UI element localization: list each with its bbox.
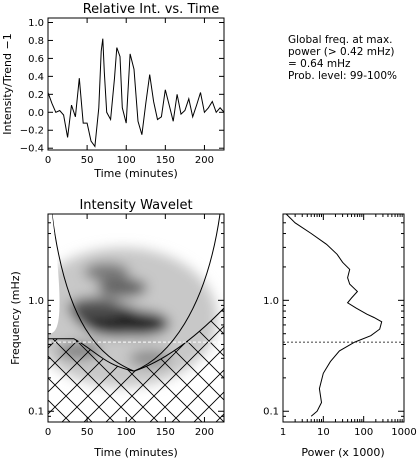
power-xtick-label: 1 [280, 427, 286, 438]
timeseries-xtick-label: 0 [45, 155, 51, 166]
timeseries-ytick-label: −0.2 [20, 126, 44, 137]
timeseries-ytick-label: 0.8 [28, 36, 44, 47]
wavelet-xtick-label: 150 [156, 427, 175, 438]
timeseries-title: Relative Int. vs. Time [83, 2, 220, 17]
timeseries-frame [47, 17, 225, 151]
timeseries-ytick-label: −0.4 [20, 144, 44, 155]
wavelet-power-peak [67, 297, 123, 319]
power-panel: 1 10 100 1000 0.1 1.0 Power (x 1000) [263, 213, 417, 459]
info-line-1: Global freq. at max. [288, 34, 393, 46]
timeseries-ytick-label: 1.0 [28, 18, 44, 29]
power-xtick-label: 1000 [391, 427, 416, 438]
power-ytick-label: 0.1 [263, 407, 279, 418]
cone-of-influence-edge [51, 214, 221, 372]
wavelet-ytick-label: 0.1 [28, 407, 44, 418]
wavelet-ytick-label: 1.0 [28, 296, 44, 307]
timeseries-xtick-label: 100 [117, 155, 136, 166]
power-line [285, 213, 383, 417]
wavelet-xtick-label: 0 [45, 427, 51, 438]
timeseries-xtick-label: 50 [81, 155, 94, 166]
wavelet-power-peak [83, 262, 130, 282]
timeseries-xlabel: Time (minutes) [93, 167, 178, 180]
wavelet-corner-left [48, 214, 60, 334]
wavelet-ylabel: Frequency (mHz) [9, 271, 22, 365]
wavelet-power-peak [106, 310, 170, 336]
timeseries-ylabel: Intensity/Trend −1 [1, 33, 14, 134]
timeseries-ytick-label: 0.0 [28, 108, 44, 119]
timeseries-panel: Relative Int. vs. Time 0 50 100 150 200 −0.4 −… [1, 2, 225, 180]
timeseries-xtick-label: 200 [195, 155, 214, 166]
wavelet-xtick-label: 200 [195, 427, 214, 438]
timeseries-ytick-label: 0.6 [28, 54, 44, 65]
info-block: Global freq. at max. power (> 0.42 mHz) … [288, 34, 397, 82]
power-xtick-label: 10 [317, 427, 330, 438]
wavelet-xlabel: Time (minutes) [93, 446, 178, 459]
wavelet-title: Intensity Wavelet [79, 198, 192, 213]
timeseries-ytick-label: 0.2 [28, 90, 44, 101]
wavelet-xtick-label: 50 [81, 427, 94, 438]
wavelet-power-peak [97, 277, 148, 298]
wavelet-panel: Intensity Wavelet 0 50 100 150 200 0.1 1.0 Tim… [9, 198, 225, 459]
info-line-2: power (> 0.42 mHz) [288, 46, 394, 58]
info-line-4: Prob. level: 99-100% [288, 70, 397, 82]
power-xlabel: Power (x 1000) [301, 446, 384, 459]
timeseries-xtick-label: 150 [156, 155, 175, 166]
power-xtick-label: 100 [354, 427, 373, 438]
power-frame [282, 213, 405, 423]
power-ytick-label: 1.0 [263, 296, 279, 307]
info-line-3: = 0.64 mHz [288, 58, 351, 70]
timeseries-line [48, 38, 224, 148]
wavelet-xtick-label: 100 [117, 427, 136, 438]
timeseries-ytick-label: 0.4 [28, 72, 44, 83]
